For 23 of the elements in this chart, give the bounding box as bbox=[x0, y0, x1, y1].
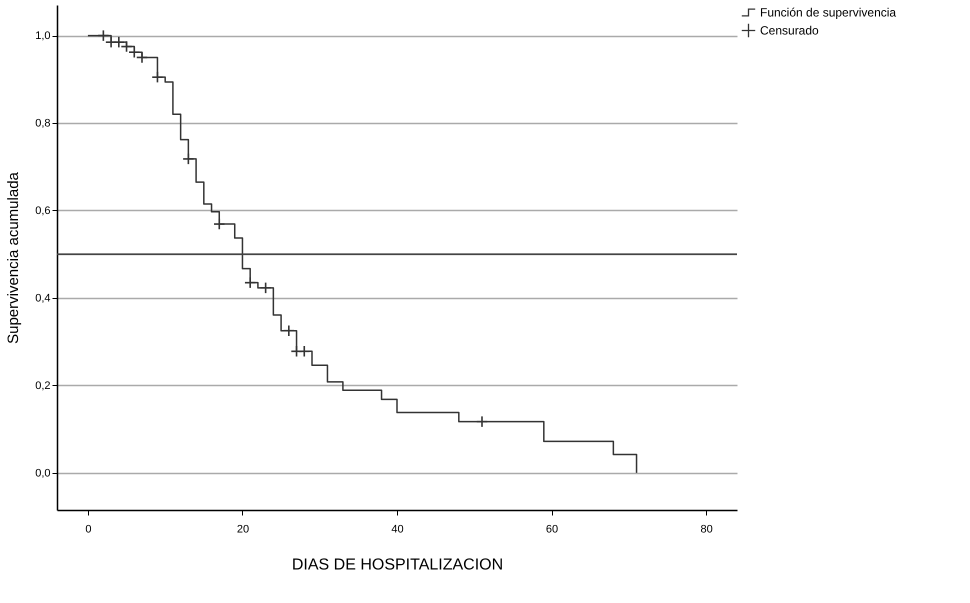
point bbox=[260, 282, 272, 294]
y-tick-label: 0,4 bbox=[35, 292, 50, 304]
x-tick-label: 80 bbox=[700, 524, 713, 536]
x-tick-label: 40 bbox=[391, 524, 404, 536]
y-tick-label: 0,8 bbox=[35, 118, 50, 130]
y-tick-label: 0,0 bbox=[35, 467, 50, 480]
x-tick-label: 20 bbox=[236, 524, 250, 536]
y-tick-label: 0,6 bbox=[35, 205, 50, 217]
x-tick-label: 0 bbox=[85, 524, 92, 536]
point bbox=[213, 218, 226, 230]
y-axis-title: Supervivencia acumulada bbox=[5, 171, 22, 344]
y-tick-label: 1,0 bbox=[35, 30, 50, 42]
x-tick-label: 60 bbox=[546, 524, 558, 536]
point bbox=[151, 71, 164, 84]
y-tick-label: 0,2 bbox=[35, 380, 50, 392]
point bbox=[244, 276, 256, 289]
legend-label: Función de supervivencia bbox=[760, 6, 896, 20]
legend-label: Censurado bbox=[760, 24, 820, 38]
point bbox=[282, 324, 295, 337]
point bbox=[298, 345, 310, 358]
point bbox=[182, 152, 194, 165]
x-axis-title: DIAS DE HOSPITALIZACION bbox=[292, 556, 504, 574]
point bbox=[476, 416, 488, 428]
